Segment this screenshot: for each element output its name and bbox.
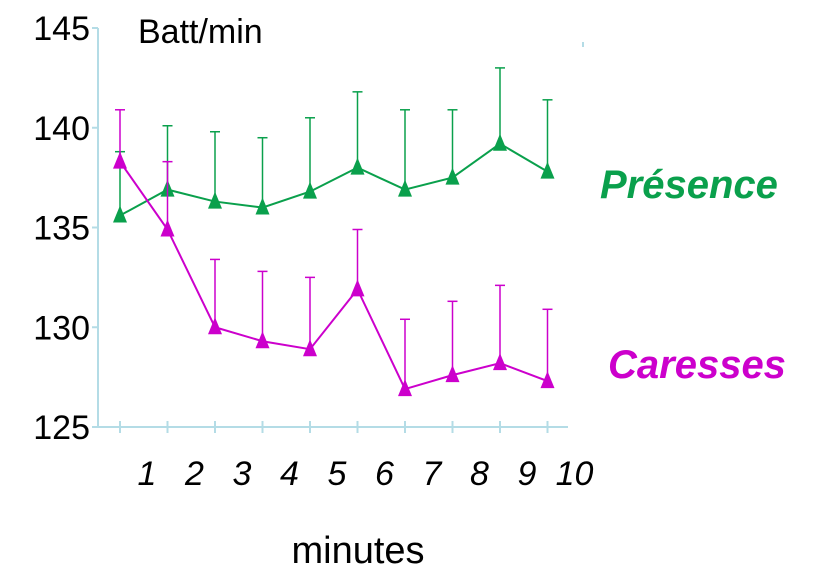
data-point-caresses (255, 331, 270, 349)
data-point-caresses (540, 371, 555, 389)
series-layer (113, 67, 555, 397)
y-axis-label: Batt/min (138, 13, 263, 51)
data-point-caresses (303, 339, 317, 357)
data-point-caresses (160, 219, 175, 237)
data-point-caresses (398, 379, 412, 397)
legend-presence: Présence (600, 163, 778, 207)
axes: 125 130 135 140 145 1 2 3 4 5 6 7 8 9 10 (33, 10, 593, 493)
x-tick-label: 5 (328, 455, 347, 493)
data-point-caresses (445, 365, 460, 383)
x-axis-label: minutes (291, 530, 424, 567)
data-point-presence (303, 181, 317, 199)
series-line-presence (119, 142, 549, 217)
x-tick-label: 4 (280, 455, 299, 493)
y-tick-label: 145 (33, 10, 90, 48)
y-tick-label: 135 (33, 210, 90, 248)
data-point-presence (445, 167, 460, 185)
x-tick-label: 8 (470, 455, 489, 493)
data-point-presence (398, 179, 412, 197)
y-tick-label: 130 (33, 309, 90, 347)
data-point-caresses (208, 317, 222, 335)
legend-caresses: Caresses (608, 343, 786, 387)
data-point-caresses (113, 151, 127, 169)
y-tick-label: 140 (33, 110, 90, 148)
x-tick-label: 1 (138, 455, 157, 493)
data-point-presence (493, 133, 507, 151)
x-tick-label: 6 (375, 455, 394, 493)
series-line-caresses (119, 161, 548, 391)
data-point-caresses (493, 353, 507, 371)
x-tick-label: 10 (556, 455, 594, 493)
x-tick-label: 7 (423, 455, 443, 493)
data-point-presence (540, 161, 555, 179)
x-tick-label: 9 (518, 455, 537, 493)
data-point-presence (208, 191, 222, 209)
x-tick-label: 2 (184, 455, 204, 493)
data-point-presence (350, 157, 365, 175)
series-presence (113, 67, 555, 223)
y-tick-label: 125 (33, 409, 90, 447)
data-point-presence (113, 205, 127, 223)
data-point-presence (255, 197, 270, 215)
x-tick-label: 3 (233, 455, 252, 493)
series-caresses (113, 109, 555, 397)
data-point-caresses (350, 279, 365, 297)
